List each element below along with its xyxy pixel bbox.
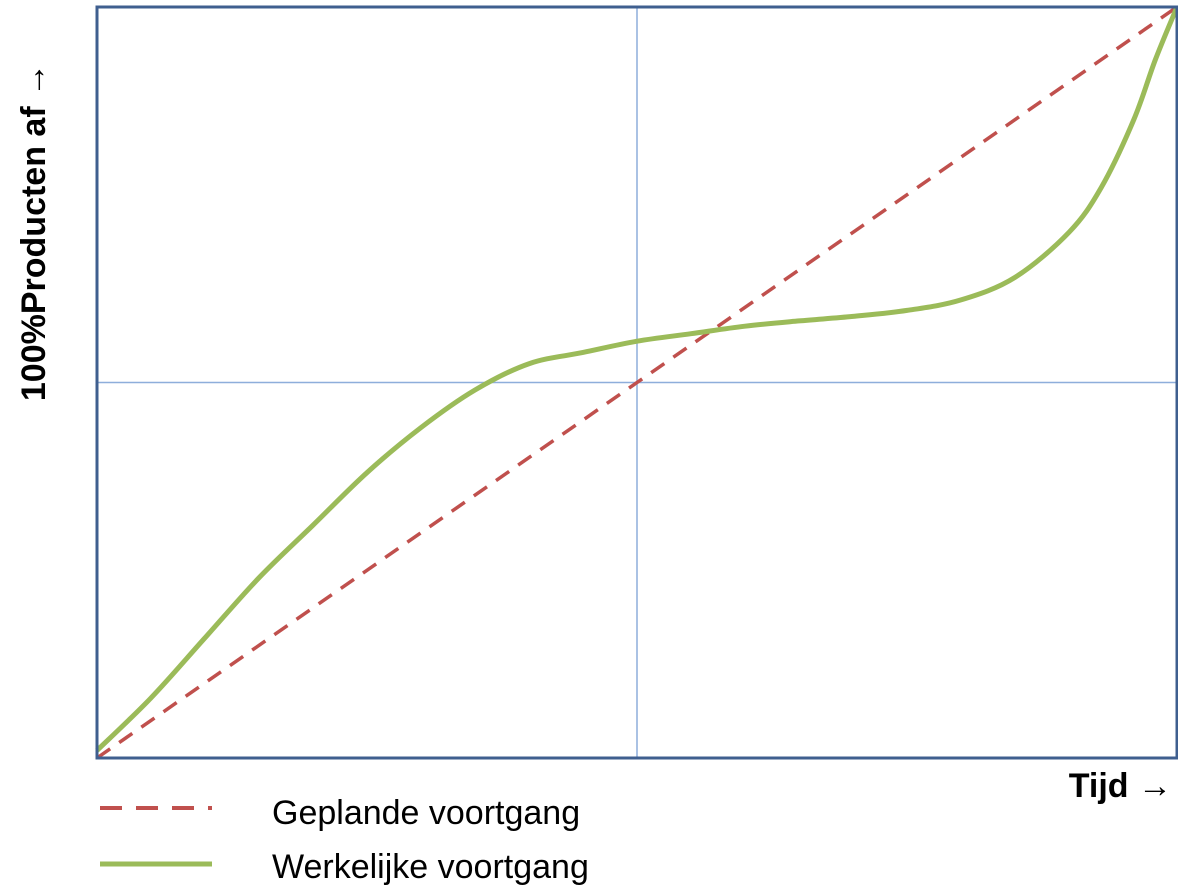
x-axis-title: Tijd →	[1069, 767, 1172, 805]
legend-label-actual: Werkelijke voortgang	[272, 848, 589, 886]
series-line-planned	[96, 5, 1178, 760]
legend-label-planned: Geplande voortgang	[272, 794, 580, 832]
legend: Geplande voortgang Werkelijke voortgang	[100, 794, 589, 886]
series-line-actual	[95, 6, 1178, 753]
series-lines	[95, 5, 1178, 760]
plot-frame	[95, 5, 1178, 760]
y-axis-title: 100%Producten af →	[15, 63, 53, 401]
